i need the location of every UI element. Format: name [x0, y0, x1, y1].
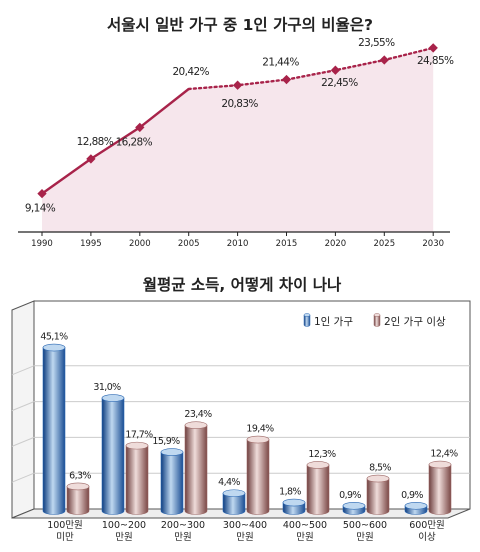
line-area-fill — [42, 47, 434, 233]
category-label-line2: 만원 — [236, 532, 253, 543]
category-label-line2: 만원 — [174, 532, 191, 543]
legend-swatch-cap — [303, 313, 311, 317]
line-point-marker — [428, 43, 438, 53]
category-label-line1: 100~200 — [102, 520, 146, 531]
bar-value-label: 17,7% — [125, 430, 153, 441]
bar-top-cap — [428, 460, 452, 469]
line-point-marker — [232, 80, 243, 90]
line-series-projected — [187, 46, 435, 91]
line-point-marker — [135, 122, 145, 133]
bar-top-cap — [125, 441, 149, 450]
line-point-marker — [281, 74, 292, 85]
bar-value-label: 15,9% — [152, 436, 180, 447]
bar-2inho-plus — [366, 478, 390, 515]
category-label-line1: 600만원 — [409, 520, 445, 531]
line-series-actual — [41, 88, 190, 195]
legend-label: 2인 가구 이상 — [384, 316, 446, 328]
bar-value-label: 8,5% — [369, 463, 391, 474]
x-tick-label: 1995 — [80, 239, 102, 249]
x-tick-label: 2030 — [422, 239, 444, 249]
bar-top-cap — [404, 501, 428, 510]
bar-chart-plot: 45,1% 31,0% 15,9% 4,4% 1,8% 0,9% 0,9% 6,3% 17,7%… — [40, 332, 458, 543]
bar-top-cap — [282, 498, 306, 507]
category-label-line2: 만원 — [115, 532, 132, 543]
bar-top-cap — [66, 482, 90, 491]
bar-value-label: 45,1% — [40, 332, 68, 343]
x-tick-label: 2020 — [325, 239, 347, 249]
grid-line — [11, 401, 35, 412]
bar-top-cap — [342, 501, 366, 510]
line-point-marker — [86, 154, 96, 164]
category-label-line2: 이상 — [418, 532, 436, 543]
line-data-label: 23,55% — [358, 37, 395, 49]
x-tick-label: 2010 — [227, 239, 249, 249]
x-tick-label: 2005 — [178, 239, 200, 249]
line-point-marker — [37, 188, 47, 199]
category-label-line1: 500~600 — [343, 520, 387, 531]
x-tick-label: 2015 — [276, 239, 298, 249]
line-data-label: 24,85% — [417, 55, 454, 67]
x-tick-label: 2025 — [373, 239, 395, 249]
bar-2inho-plus — [184, 424, 208, 515]
category-label-line1: 200~300 — [161, 520, 205, 531]
line-chart-title: 서울시 일반 가구 중 1인 가구의 비율은? — [107, 16, 373, 34]
bar-top-cap — [246, 435, 270, 444]
bar-value-label: 0,9% — [339, 490, 361, 501]
bar-2inho-plus — [125, 445, 149, 515]
line-data-label: 12,88% — [77, 136, 114, 148]
bar-2inho-plus — [428, 464, 452, 515]
legend-swatch — [373, 314, 381, 327]
category-label-line1: 300~400 — [223, 520, 267, 531]
grid-line — [11, 436, 35, 447]
bar-value-label: 19,4% — [246, 424, 274, 435]
category-label-line1: 100만원 — [47, 520, 83, 531]
category-label-line2: 만원 — [296, 532, 313, 543]
bar-top-cap — [42, 343, 66, 352]
x-tick-label: 2000 — [129, 239, 151, 249]
line-data-label: 20,83% — [221, 98, 258, 110]
bar-top-cap — [366, 474, 390, 483]
bar-1inho — [42, 347, 66, 515]
bar-value-label: 0,9% — [401, 490, 423, 501]
bar-value-label: 1,8% — [279, 487, 301, 498]
line-data-label: 21,44% — [262, 57, 299, 69]
line-chart-plot: 9,14% 1990 12,88% 1995 16,28% 2000 20,42% 2005 2… — [18, 37, 455, 249]
grid-line — [11, 472, 35, 483]
bar-2inho-plus — [66, 486, 90, 515]
bar-top-cap — [160, 448, 184, 456]
bar-top-cap — [306, 461, 330, 469]
legend-swatch — [303, 314, 311, 327]
bar-value-label: 6,3% — [69, 470, 91, 481]
x-tick-label: 1990 — [31, 239, 53, 249]
bar-top-cap — [222, 489, 246, 498]
category-label-line2: 만원 — [356, 532, 373, 543]
bar-value-label: 12,4% — [430, 449, 458, 460]
bar-value-label: 31,0% — [93, 382, 121, 393]
line-point-marker — [330, 65, 341, 75]
bar-top-cap — [184, 421, 208, 430]
bar-chart-legend: 1인 가구 2인 가구 이상 — [303, 313, 446, 328]
category-label-line1: 400~500 — [283, 520, 327, 531]
bar-2inho-plus — [306, 464, 330, 515]
bar-1inho — [222, 492, 246, 515]
bar-1inho — [101, 397, 125, 515]
bar-top-cap — [101, 394, 125, 402]
bar-value-label: 12,3% — [308, 449, 336, 460]
grid-line — [11, 365, 35, 376]
bar-value-label: 4,4% — [218, 477, 240, 488]
line-data-label: 22,45% — [321, 77, 358, 89]
line-data-label: 16,28% — [116, 136, 153, 148]
category-label-line2: 미만 — [56, 532, 74, 543]
legend-label: 1인 가구 — [314, 316, 353, 328]
legend-swatch-cap — [373, 313, 381, 317]
bar-2inho-plus — [246, 439, 270, 515]
line-data-label: 9,14% — [25, 203, 56, 215]
bar-1inho — [160, 451, 184, 515]
bar-value-label: 23,4% — [184, 409, 212, 420]
bar-chart-title: 월평균 소득, 어떻게 차이 나나 — [143, 275, 342, 294]
line-data-label: 20,42% — [172, 66, 209, 78]
